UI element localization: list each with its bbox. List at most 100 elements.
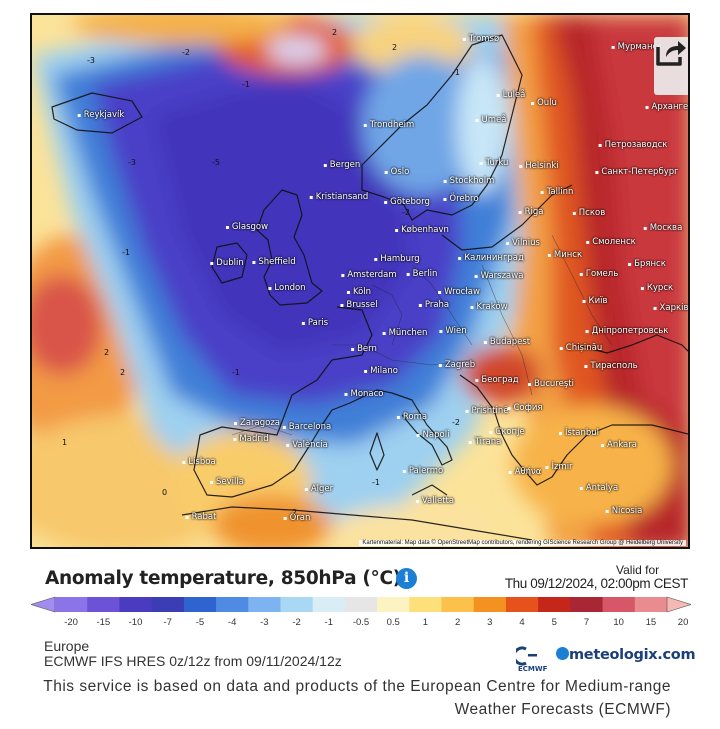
city-label: Wien <box>439 326 467 336</box>
city-label: Sheffield <box>252 257 296 267</box>
meteologix-logo[interactable]: meteologix.com <box>556 647 696 663</box>
city-label: Glasgow <box>225 222 269 232</box>
scale-swatch <box>280 597 314 612</box>
city-label: München <box>382 328 428 338</box>
city-label: Tromsø <box>462 34 500 44</box>
svg-text:-2: -2 <box>182 48 190 57</box>
scale-tick-label: 4 <box>519 617 525 628</box>
city-label: Valletta <box>415 496 455 506</box>
city-label: Београд <box>475 375 519 385</box>
city-label: Петрозаводск <box>598 140 668 150</box>
scale-tick-label: 15 <box>645 617 657 628</box>
scale-tick-label: 1 <box>422 617 429 628</box>
anomaly-field: -3 -2 -1 -3 -5 -1 2 2 2 2 -1 -2 -2 -1 2 -1 0 1 <box>32 15 688 547</box>
city-label: Дніпропетровськ <box>585 326 669 336</box>
city-label: Zaragoza <box>233 418 281 428</box>
contour-labels: -3 -2 -1 -3 -5 -1 2 2 2 2 -1 -2 -2 -1 2 -1 0 1 <box>62 28 460 517</box>
city-label: Göteborg <box>384 197 430 207</box>
scale-tick-label: 5 <box>551 617 557 628</box>
city-label: Köln <box>346 287 372 297</box>
ecmwf-disclaimer: This service is based on data and produc… <box>43 678 671 718</box>
city-label: Wrocław <box>438 287 480 297</box>
borders <box>231 234 613 436</box>
city-label: Palermo <box>402 466 444 476</box>
scale-tick-label: 2 <box>454 617 461 628</box>
city-label: Alger <box>304 484 334 494</box>
city-label: Hamburg <box>374 254 420 264</box>
svg-text:-2: -2 <box>452 418 460 427</box>
city-label: Псков <box>572 208 606 218</box>
scale-tick-label: 3 <box>487 617 493 628</box>
city-label: Trondheim <box>363 120 415 130</box>
city-label: Riga <box>518 207 544 217</box>
scale-tick-label: -7 <box>163 617 172 628</box>
scale-swatch <box>570 597 604 612</box>
scale-swatch <box>55 597 88 612</box>
city-label: Milano <box>364 366 398 376</box>
svg-text:-1: -1 <box>232 368 240 377</box>
city-label: Санкт-Петербург <box>595 167 679 177</box>
city-label: Oulu <box>531 98 557 108</box>
svg-text:2: 2 <box>392 43 397 52</box>
city-label: Dublin <box>210 258 244 268</box>
svg-text:-1: -1 <box>372 478 380 487</box>
scale-tick-label: 7 <box>583 617 590 628</box>
region-label: Europe <box>44 638 90 654</box>
city-label: Örebro <box>443 194 479 204</box>
city-label: København <box>395 225 449 235</box>
svg-text:-2: -2 <box>402 208 410 217</box>
scale-swatch <box>344 597 378 612</box>
legend-title: Anomaly temperature, 850hPa (°C) <box>45 568 401 589</box>
city-label: Luleå <box>496 90 526 100</box>
meteologix-icon <box>556 647 569 660</box>
scale-tick-label: 0.5 <box>386 617 400 628</box>
scale-swatch <box>119 597 153 612</box>
svg-text:-5: -5 <box>212 158 220 167</box>
city-label: Madrid <box>233 434 269 444</box>
scale-tick-label: -3 <box>260 617 269 628</box>
city-label: Nicosia <box>605 506 643 516</box>
svg-text:0: 0 <box>162 488 167 497</box>
scale-swatch <box>538 597 571 612</box>
city-label: İzmir <box>545 462 573 472</box>
brand-name: meteologix.com <box>569 647 696 663</box>
svg-text:-1: -1 <box>122 248 130 257</box>
city-label: Курск <box>640 283 674 293</box>
city-label: Turku <box>479 158 509 168</box>
city-label: Barcelona <box>282 422 332 432</box>
forecast-map[interactable]: -3 -2 -1 -3 -5 -1 2 2 2 2 -1 -2 -2 -1 2 -1 0 1 Reykj… <box>30 13 690 549</box>
city-label: Kraków <box>470 302 508 312</box>
city-label: Reykjavík <box>77 110 125 120</box>
city-label: Sevilla <box>210 477 244 487</box>
scale-tick-label: -2 <box>292 617 301 628</box>
info-icon[interactable]: i <box>396 568 417 589</box>
ecmwf-logo: ECMWF <box>516 646 548 673</box>
scale-swatch <box>183 597 217 612</box>
city-label: Brussel <box>340 300 378 310</box>
city-label: Калининград <box>458 253 524 263</box>
valid-label: Valid for <box>616 563 660 577</box>
city-label: London <box>268 283 306 293</box>
city-label: Warszawa <box>474 271 524 281</box>
scale-swatch <box>409 597 443 612</box>
city-label: Гомель <box>579 269 619 279</box>
city-label: Lisboa <box>182 457 216 467</box>
coastlines <box>51 34 688 541</box>
scale-swatch <box>216 597 249 612</box>
city-label: Скопје <box>489 427 525 437</box>
city-label: Брянск <box>628 259 666 269</box>
city-label: Tallinn <box>540 187 574 197</box>
model-run: ECMWF IFS HRES 0z/12z from 09/11/2024/12… <box>44 653 342 669</box>
valid-time[interactable]: Thu 09/12/2024, 02:00pm CEST <box>504 576 689 591</box>
share-button[interactable] <box>654 37 688 95</box>
city-label: Київ <box>582 296 608 306</box>
city-label: Umeå <box>475 115 507 125</box>
share-icon <box>656 41 686 66</box>
scale-swatch <box>441 597 475 612</box>
city-label: Тирасполь <box>584 361 638 371</box>
city-label: Helsinki <box>519 161 559 171</box>
city-label: Ankara <box>601 440 637 450</box>
city-label: Oslo <box>384 167 410 177</box>
city-label: Αθήνα <box>508 467 542 477</box>
scale-tick-label: 10 <box>613 617 624 628</box>
